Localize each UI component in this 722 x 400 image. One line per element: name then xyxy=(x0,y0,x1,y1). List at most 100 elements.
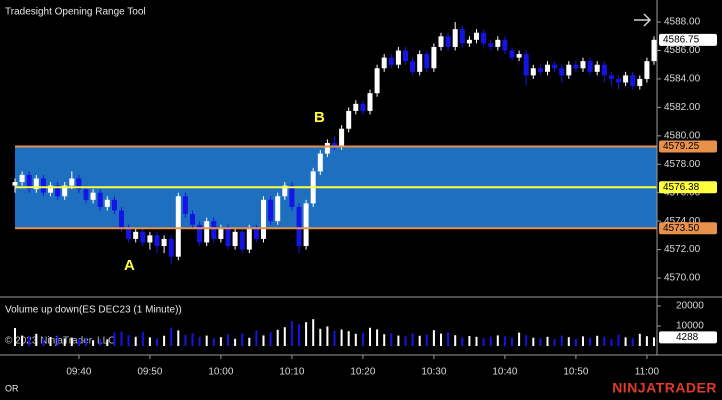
candle-body xyxy=(332,142,337,147)
candle-body xyxy=(651,39,657,62)
volume-bar xyxy=(440,333,442,346)
candle-body xyxy=(346,110,352,129)
candle-body xyxy=(140,231,146,243)
volume-bar xyxy=(283,327,286,346)
volume-bar xyxy=(645,336,648,346)
candle-body xyxy=(317,153,323,172)
candle-body xyxy=(509,50,515,58)
candle-body xyxy=(537,68,543,72)
volume-bar xyxy=(28,336,31,346)
volume-bar xyxy=(163,335,166,346)
volume-bar xyxy=(21,335,24,346)
candle-body xyxy=(452,29,458,47)
y-tick-label: 4570.00 xyxy=(664,273,701,284)
candle-body xyxy=(367,93,373,111)
scroll-arrow[interactable] xyxy=(634,13,652,27)
x-tick-label: 10:10 xyxy=(279,367,304,378)
candle-body xyxy=(608,75,614,79)
candle-body xyxy=(190,214,195,225)
volume-bar xyxy=(85,337,87,346)
volume-bar xyxy=(241,333,244,346)
x-tick-label: 09:40 xyxy=(66,367,91,378)
candle-body xyxy=(26,174,32,190)
footer-label: OR xyxy=(5,383,19,393)
candle-body xyxy=(261,199,266,239)
candle-body xyxy=(55,185,61,197)
volume-bar xyxy=(35,333,38,346)
volume-bar xyxy=(92,340,95,346)
volume-bar xyxy=(383,334,386,346)
candle-body xyxy=(580,61,586,69)
candle-body xyxy=(104,199,110,207)
volume-bar xyxy=(574,338,577,346)
candle-body xyxy=(388,57,394,65)
candle-body xyxy=(374,68,380,94)
annotation: A xyxy=(124,257,135,274)
candle-body xyxy=(232,231,238,247)
volume-bar xyxy=(340,329,343,346)
candle-body xyxy=(246,228,252,250)
candle-body xyxy=(197,224,203,243)
volume-bar xyxy=(596,335,599,346)
candle-body xyxy=(12,182,18,186)
candle-body xyxy=(253,228,259,239)
range-low-marker xyxy=(659,222,717,235)
volume-bar xyxy=(411,333,414,346)
volume-bar xyxy=(518,332,521,346)
candle-body xyxy=(126,228,132,239)
volume-bar xyxy=(624,337,627,346)
volume-bar xyxy=(177,330,180,346)
candle-body xyxy=(403,50,408,62)
x-tick-label: 09:50 xyxy=(137,367,162,378)
volume-bar xyxy=(156,338,158,346)
volume-bar xyxy=(589,337,592,346)
last-price-marker xyxy=(659,33,717,46)
volume-bar xyxy=(248,337,251,346)
candle-body xyxy=(40,178,46,193)
candle-body xyxy=(438,36,444,47)
volume-bar xyxy=(227,334,229,346)
volume-bar xyxy=(269,332,272,346)
candle-body xyxy=(523,54,529,76)
volume-bar xyxy=(106,339,109,346)
volume-bar xyxy=(390,333,393,346)
volume-bar xyxy=(525,335,528,346)
volume-bar xyxy=(631,338,634,346)
volume-bar xyxy=(191,333,194,346)
candle-body xyxy=(225,228,231,247)
volume-bar xyxy=(212,338,215,346)
volume-bar xyxy=(418,335,421,346)
plot-area xyxy=(12,22,657,264)
volume-bar xyxy=(234,338,237,346)
candle-body xyxy=(573,64,579,69)
range-high-marker xyxy=(659,140,717,153)
volume-bar xyxy=(546,336,549,346)
volume-bar xyxy=(63,338,66,346)
range-low-marker-label: 4573.50 xyxy=(663,223,700,234)
volume-bar xyxy=(305,322,308,346)
candle-body xyxy=(616,78,621,83)
candle-body xyxy=(339,128,345,147)
volume-bar xyxy=(454,335,457,346)
candle-body xyxy=(417,54,423,72)
volume-bar xyxy=(319,328,322,346)
candle-body xyxy=(133,231,139,239)
x-tick-label: 10:40 xyxy=(492,367,517,378)
volume-bar xyxy=(77,338,80,346)
candle-body xyxy=(19,174,25,183)
volume-bar xyxy=(475,336,478,346)
y-tick-label: 4580.00 xyxy=(664,130,701,141)
candle-body xyxy=(154,235,160,247)
candle-body xyxy=(48,185,53,193)
candle-body xyxy=(395,50,401,65)
y-tick-label: 4586.00 xyxy=(664,45,701,56)
y-tick-label: 4574.00 xyxy=(664,216,701,227)
volume-bar xyxy=(361,332,364,346)
volume-bar xyxy=(376,329,379,346)
x-tick-label: 10:30 xyxy=(421,367,446,378)
x-tick-label: 10:00 xyxy=(208,367,233,378)
volume-bar xyxy=(489,336,492,346)
volume-bar xyxy=(276,329,279,346)
candle-body xyxy=(559,68,565,76)
